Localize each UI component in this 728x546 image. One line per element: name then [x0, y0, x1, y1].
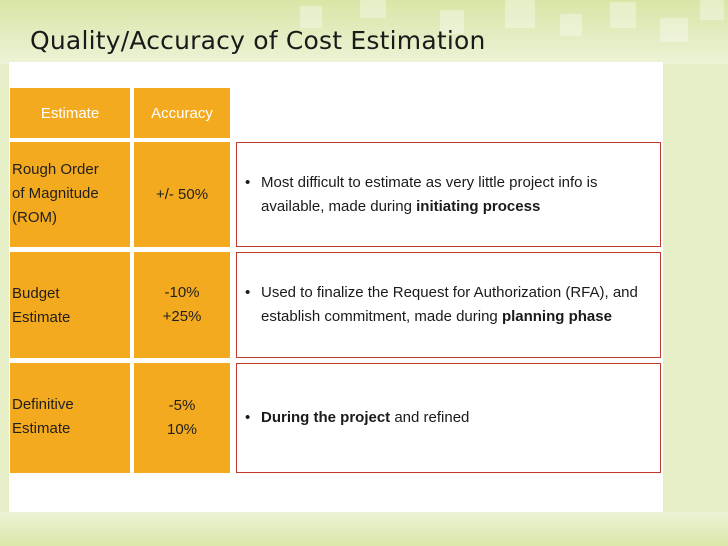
estimate-cell-definitive: Definitive Estimate: [10, 363, 130, 473]
bullet-item: • Used to finalize the Request for Autho…: [245, 281, 650, 329]
description-box-budget: • Used to finalize the Request for Autho…: [236, 252, 661, 358]
bullet-text: During the project and refined: [261, 409, 470, 426]
estimate-cell-budget: Budget Estimate: [10, 252, 130, 358]
header-accuracy: Accuracy: [134, 88, 230, 138]
decor-square: [660, 18, 688, 42]
accuracy-value: -5%: [168, 397, 196, 414]
accuracy-cell-budget: -10% +25%: [134, 252, 230, 358]
accuracy-value: 10%: [166, 421, 198, 438]
accuracy-cell-rom: +/- 50%: [134, 142, 230, 247]
bullet-text: Most difficult to estimate as very littl…: [261, 173, 598, 215]
accuracy-value: -10%: [164, 284, 200, 301]
estimate-cell-rom: Rough Order of Magnitude (ROM): [10, 142, 130, 247]
estimate-line: Definitive: [12, 396, 74, 413]
estimate-line: Estimate: [12, 309, 71, 326]
bullet-dot: •: [245, 409, 251, 426]
estimate-line: Rough Order: [12, 161, 99, 178]
decor-square: [560, 14, 582, 36]
decorative-footer-band: [0, 512, 728, 546]
decor-square: [610, 2, 636, 28]
accuracy-value: +/- 50%: [155, 185, 209, 203]
decor-square: [505, 0, 535, 28]
bullet-text: Used to finalize the Request for Authori…: [261, 284, 638, 325]
estimate-line: Estimate: [12, 420, 71, 437]
description-box-definitive: • During the project and refined: [236, 363, 661, 473]
slide-title: Quality/Accuracy of Cost Estimation: [30, 26, 486, 55]
decor-square: [700, 0, 724, 20]
bullet-item: • Most difficult to estimate as very lit…: [245, 171, 650, 219]
decor-square: [300, 6, 322, 28]
decorative-header-band: [0, 0, 728, 64]
accuracy-value: +25%: [162, 308, 202, 325]
bullet-dot: •: [245, 284, 251, 301]
decor-square: [440, 10, 464, 34]
decor-square: [360, 0, 386, 18]
estimate-line: of Magnitude: [12, 185, 99, 202]
estimate-line: Budget: [12, 285, 60, 302]
bullet-item: • During the project and refined: [245, 406, 469, 430]
header-estimate: Estimate: [10, 88, 130, 138]
estimate-line: (ROM): [12, 209, 57, 226]
description-box-rom: • Most difficult to estimate as very lit…: [236, 142, 661, 247]
bullet-dot: •: [245, 173, 251, 191]
accuracy-cell-definitive: -5% 10%: [134, 363, 230, 473]
